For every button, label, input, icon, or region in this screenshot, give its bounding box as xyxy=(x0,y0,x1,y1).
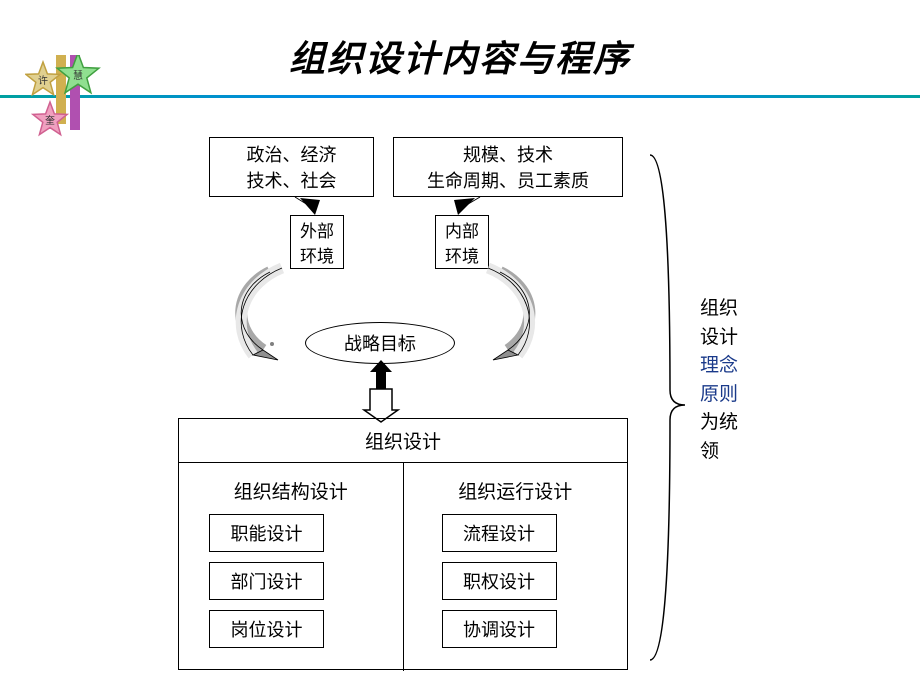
container-org-design: 组织设计 组织结构设计 职能设计部门设计岗位设计 组织运行设计 流程设计职权设计… xyxy=(178,418,628,670)
side-text: 为统 xyxy=(700,409,738,438)
dot-marker xyxy=(398,342,402,346)
item-职能设计: 职能设计 xyxy=(209,514,324,552)
col-title-structure: 组织结构设计 xyxy=(179,477,403,504)
dot-marker xyxy=(270,342,274,346)
item-岗位设计: 岗位设计 xyxy=(209,610,324,648)
side-text: 组织 xyxy=(700,295,738,324)
right-brace xyxy=(645,150,695,670)
side-text: 原则 xyxy=(700,381,738,410)
item-部门设计: 部门设计 xyxy=(209,562,324,600)
item-流程设计: 流程设计 xyxy=(442,514,557,552)
side-text: 理念 xyxy=(700,352,738,381)
side-label: 组织设计理念原则为统领 xyxy=(700,295,738,466)
col-operation: 组织运行设计 流程设计职权设计协调设计 xyxy=(404,463,628,671)
side-text: 设计 xyxy=(700,324,738,353)
col-structure: 组织结构设计 职能设计部门设计岗位设计 xyxy=(179,463,404,671)
item-协调设计: 协调设计 xyxy=(442,610,557,648)
header-org-design: 组织设计 xyxy=(179,419,627,463)
item-职权设计: 职权设计 xyxy=(442,562,557,600)
two-columns: 组织结构设计 职能设计部门设计岗位设计 组织运行设计 流程设计职权设计协调设计 xyxy=(179,463,627,671)
side-text: 领 xyxy=(700,438,738,467)
col-title-operation: 组织运行设计 xyxy=(404,477,628,504)
